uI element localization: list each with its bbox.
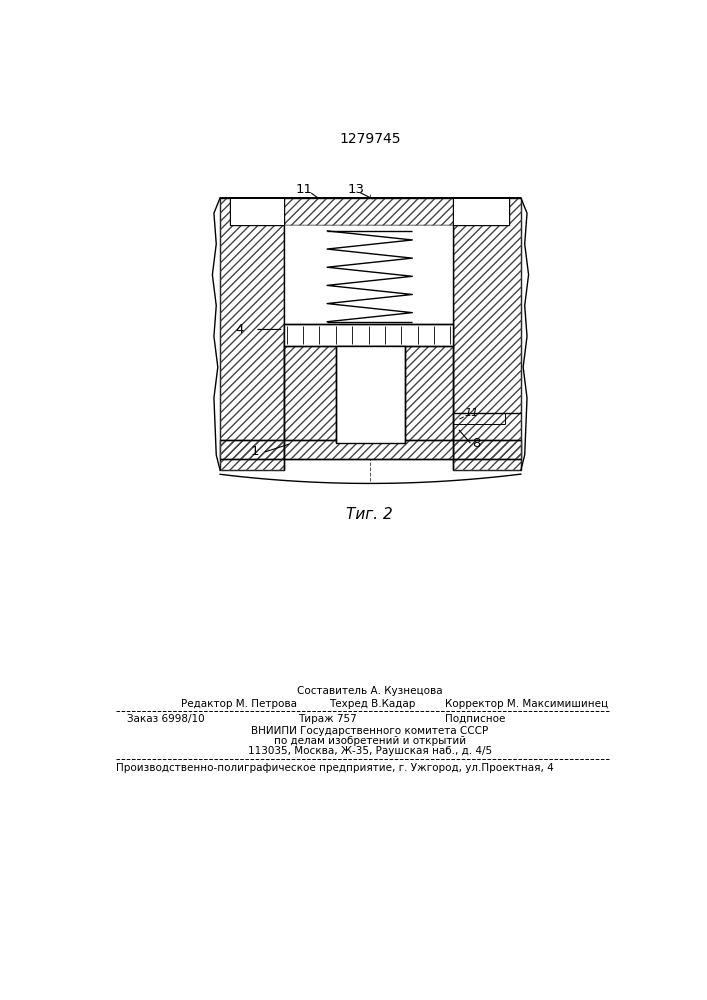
Text: Редактор М. Петрова: Редактор М. Петрова xyxy=(182,699,298,709)
Polygon shape xyxy=(284,346,337,440)
Polygon shape xyxy=(337,346,404,443)
Text: Производственно-полиграфическое предприятие, г. Ужгород, ул.Проектная, 4: Производственно-полиграфическое предприя… xyxy=(115,763,554,773)
Text: Корректор М. Максимишинец: Корректор М. Максимишинец xyxy=(445,699,608,709)
Polygon shape xyxy=(284,324,453,346)
Polygon shape xyxy=(230,198,509,225)
Text: 13: 13 xyxy=(347,183,364,196)
Text: по делам изобретений и открытий: по делам изобретений и открытий xyxy=(274,736,466,746)
Polygon shape xyxy=(284,225,453,324)
Text: Тираж 757: Тираж 757 xyxy=(298,714,356,724)
Text: Техред В.Кадар: Техред В.Кадар xyxy=(329,699,415,709)
Text: 8: 8 xyxy=(472,437,480,450)
Polygon shape xyxy=(230,198,284,225)
Polygon shape xyxy=(453,198,521,470)
Polygon shape xyxy=(404,346,453,440)
Text: Подписное: Подписное xyxy=(445,714,506,724)
Text: Составитель А. Кузнецова: Составитель А. Кузнецова xyxy=(297,686,443,696)
Text: 4: 4 xyxy=(235,323,244,336)
Text: ВНИИПИ Государственного комитета СССР: ВНИИПИ Государственного комитета СССР xyxy=(251,726,489,736)
Polygon shape xyxy=(453,198,509,225)
Text: Заказ 6998/10: Заказ 6998/10 xyxy=(127,714,205,724)
Text: 1: 1 xyxy=(251,445,259,458)
Polygon shape xyxy=(284,440,453,459)
Text: Τиг. 2: Τиг. 2 xyxy=(346,507,393,522)
Text: 1279745: 1279745 xyxy=(339,132,400,146)
Polygon shape xyxy=(220,440,284,459)
Polygon shape xyxy=(220,198,284,470)
Text: 11: 11 xyxy=(464,408,479,418)
Polygon shape xyxy=(453,440,521,459)
Text: 113035, Москва, Ж-35, Раушская наб., д. 4/5: 113035, Москва, Ж-35, Раушская наб., д. … xyxy=(247,746,492,756)
Text: 11: 11 xyxy=(296,183,312,196)
